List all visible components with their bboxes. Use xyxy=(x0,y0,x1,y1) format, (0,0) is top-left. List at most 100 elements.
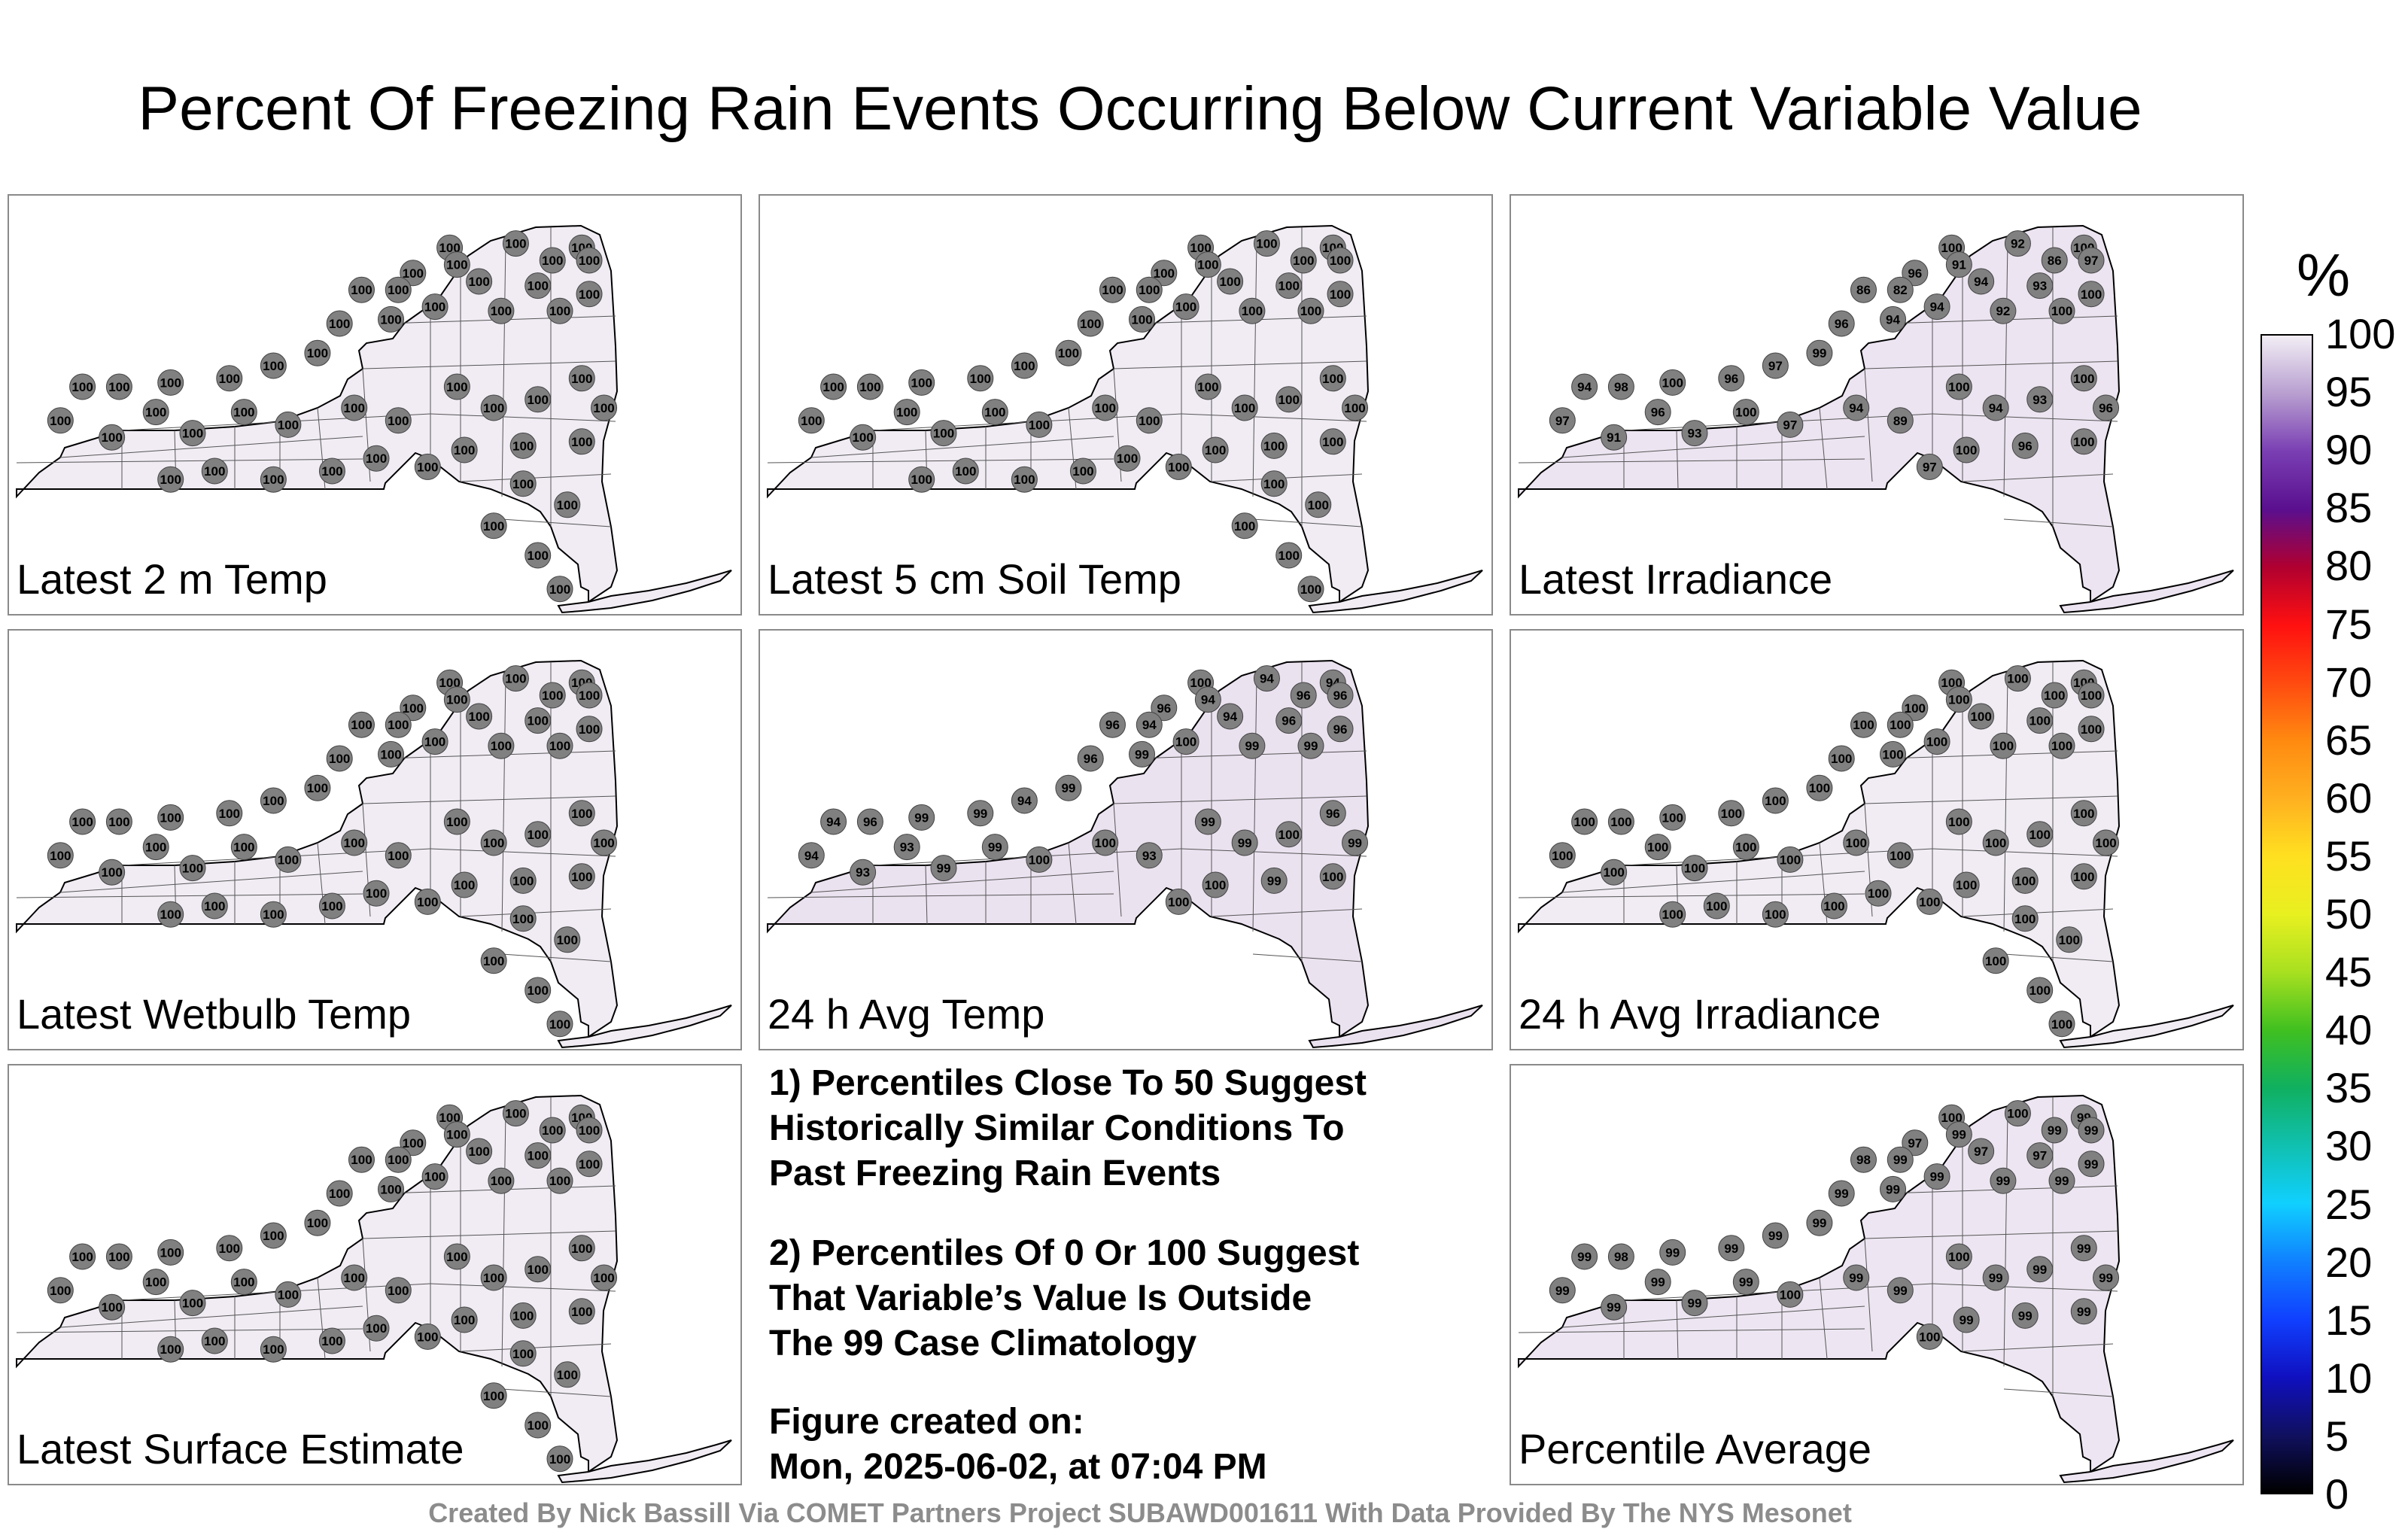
county-line xyxy=(460,908,612,917)
station-value: 100 xyxy=(896,406,917,420)
station-marker xyxy=(1982,394,2009,421)
station-value: 99 xyxy=(1812,346,1826,360)
station-marker xyxy=(2048,1167,2075,1194)
station-value: 100 xyxy=(233,406,254,420)
station-marker xyxy=(820,373,847,400)
county-line xyxy=(1676,430,1679,490)
station-marker xyxy=(539,1117,566,1144)
station-value: 100 xyxy=(1603,865,1624,880)
note-line: Figure created on: xyxy=(769,1402,1084,1442)
station-value: 99 xyxy=(914,810,929,825)
station-value: 100 xyxy=(1735,406,1756,420)
station-value: 100 xyxy=(424,300,445,315)
station-marker xyxy=(363,1315,390,1342)
station-marker xyxy=(2048,732,2075,759)
county-line xyxy=(501,518,612,527)
figure-title: Percent Of Freezing Rain Events Occurrin… xyxy=(138,74,2142,143)
station-marker xyxy=(576,281,603,308)
station-value: 100 xyxy=(549,1452,570,1467)
station-value: 100 xyxy=(329,317,350,331)
station-value: 100 xyxy=(145,840,166,855)
station-value: 100 xyxy=(1684,862,1705,876)
station-value: 100 xyxy=(1278,549,1300,563)
station-value: 100 xyxy=(1278,393,1300,407)
station-value: 100 xyxy=(468,275,489,289)
station-value: 100 xyxy=(1970,710,1991,724)
station-marker xyxy=(524,386,552,413)
station-value: 100 xyxy=(1868,886,1889,901)
station-value: 89 xyxy=(1893,414,1908,428)
station-marker xyxy=(1968,703,1995,730)
county-line xyxy=(1181,413,1367,422)
station-value: 99 xyxy=(2077,1305,2091,1319)
station-marker xyxy=(1342,829,1369,856)
colorbar-tick-label: 85 xyxy=(2325,484,2373,532)
map-panel-latest-2m-temp: 100 100 100 100 100 100 100 100 100 100 100 100 100 1… xyxy=(8,194,742,616)
station-value: 100 xyxy=(1300,304,1321,318)
station-value: 100 xyxy=(1573,815,1595,829)
station-value: 100 xyxy=(1175,300,1196,315)
station-value: 100 xyxy=(1735,840,1756,855)
station-value: 100 xyxy=(1029,853,1050,867)
station-marker xyxy=(1762,901,1789,928)
station-value: 100 xyxy=(1278,828,1300,842)
station-value: 100 xyxy=(593,401,614,415)
station-value: 97 xyxy=(2084,254,2099,268)
station-value: 100 xyxy=(549,582,570,597)
station-marker xyxy=(554,491,581,518)
station-marker xyxy=(326,1180,353,1207)
station-value: 100 xyxy=(2029,828,2051,842)
station-marker xyxy=(1945,686,1972,713)
station-marker xyxy=(1850,1146,1877,1173)
colorbar-tick-label: 20 xyxy=(2325,1238,2373,1286)
station-marker xyxy=(385,1277,412,1304)
colorbar-tick-label: 65 xyxy=(2325,716,2373,764)
colorbar-tick-label: 15 xyxy=(2325,1296,2373,1344)
station-value: 94 xyxy=(1989,401,2003,415)
station-marker xyxy=(318,892,345,919)
station-value: 96 xyxy=(1908,266,1922,281)
county-line xyxy=(501,1388,612,1397)
station-marker xyxy=(2070,800,2097,827)
station-value: 100 xyxy=(1956,878,1977,892)
station-value: 100 xyxy=(579,722,600,737)
ny-map: 100 92 100 97 86 91 96 86 82 94 93 100 100 92 94 94 96 99… xyxy=(1518,224,2234,614)
station-marker xyxy=(443,373,470,400)
station-marker xyxy=(47,407,74,434)
station-value: 100 xyxy=(204,464,225,479)
station-marker xyxy=(1601,859,1628,886)
station-marker xyxy=(2070,1235,2097,1262)
station-marker xyxy=(363,445,390,472)
station-marker xyxy=(1275,707,1303,734)
station-marker xyxy=(546,1011,573,1038)
county-line xyxy=(2003,1110,2008,1367)
station-value: 96 xyxy=(1333,722,1348,737)
station-marker xyxy=(216,365,243,392)
county-line xyxy=(2003,675,2008,932)
county-line xyxy=(1113,795,1367,804)
county-line xyxy=(1561,871,1865,893)
station-value: 99 xyxy=(1893,1153,1908,1167)
station-marker xyxy=(1305,491,1332,518)
station-value: 100 xyxy=(263,1342,284,1357)
station-value: 100 xyxy=(1256,237,1277,251)
station-value: 91 xyxy=(1952,258,1966,272)
station-value: 100 xyxy=(557,933,578,947)
county-line xyxy=(1819,407,1828,490)
station-value: 100 xyxy=(1344,401,1365,415)
station-marker xyxy=(480,947,507,974)
station-value: 93 xyxy=(856,865,870,880)
station-value: 100 xyxy=(1780,853,1801,867)
station-marker xyxy=(1231,512,1258,540)
station-marker xyxy=(1011,787,1038,814)
station-marker xyxy=(179,420,206,447)
station-value: 100 xyxy=(388,1284,409,1298)
station-value: 100 xyxy=(512,1347,534,1361)
station-value: 100 xyxy=(2051,1017,2072,1032)
station-value: 100 xyxy=(593,1271,614,1285)
station-value: 99 xyxy=(2018,1309,2033,1323)
station-value: 100 xyxy=(483,836,504,850)
station-value: 100 xyxy=(263,907,284,922)
